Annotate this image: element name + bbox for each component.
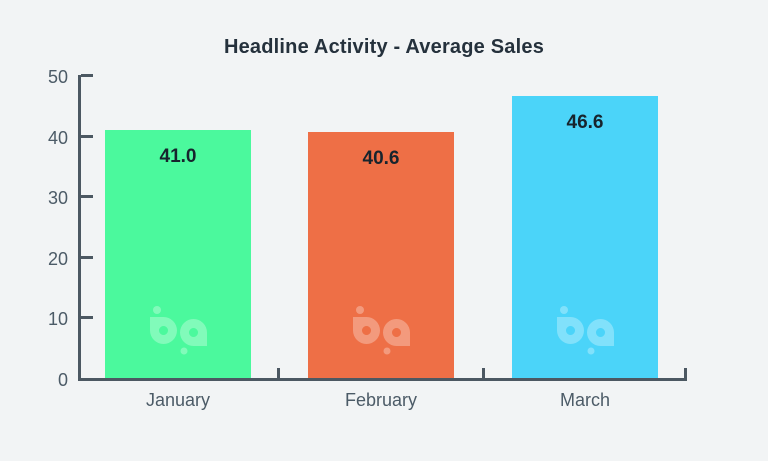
bar-value-label: 40.6 [362, 147, 400, 169]
y-tick-label: 50 [47, 67, 68, 87]
y-axis-line [78, 75, 81, 381]
x-axis-label-march: March [559, 390, 610, 410]
bp-logo-icon [353, 304, 410, 356]
bar-value-label: 41.0 [159, 145, 197, 167]
y-axis-tick [81, 74, 93, 77]
bar-value-label: 46.6 [566, 111, 604, 133]
x-axis-label-february: February [344, 390, 418, 410]
y-tick-label: 0 [57, 370, 68, 390]
x-axis-label-january: January [145, 390, 211, 410]
bp-logo-icon [150, 304, 207, 356]
y-tick-label: 10 [47, 309, 68, 330]
x-axis-line [78, 378, 687, 381]
y-axis-tick [81, 255, 93, 259]
y-axis-tick [81, 316, 93, 320]
x-axis-tick [482, 368, 485, 378]
x-axis-tick [277, 368, 280, 378]
y-tick-label: 40 [47, 127, 68, 148]
bar-january[interactable] [105, 129, 251, 378]
y-axis-tick [81, 134, 93, 138]
y-tick-label: 30 [47, 188, 68, 209]
y-tick-label: 20 [47, 248, 68, 269]
bp-logo-icon [557, 304, 614, 356]
x-axis-end-tick [684, 368, 687, 381]
y-axis-tick [81, 195, 93, 199]
chart-title: Headline Activity - Average Sales [223, 36, 545, 58]
bar-february[interactable] [308, 131, 454, 378]
bar-march[interactable] [512, 95, 658, 378]
